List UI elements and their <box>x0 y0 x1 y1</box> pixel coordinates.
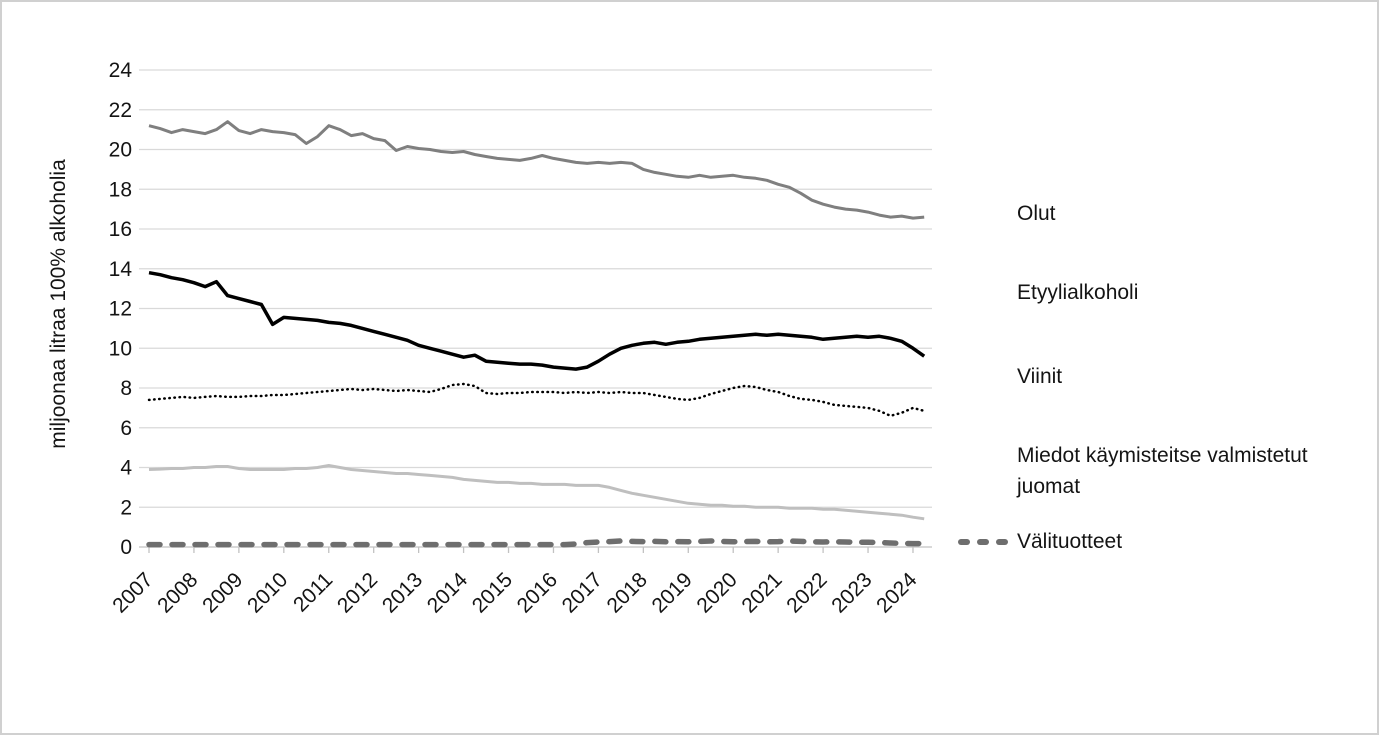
x-tick-label: 2007 <box>108 568 157 617</box>
y-tick-label: 18 <box>109 178 132 201</box>
y-tick-label: 12 <box>109 298 132 321</box>
x-tick-label: 2009 <box>198 568 247 617</box>
y-tick-label: 0 <box>120 536 132 559</box>
legend-item-etyylialkoholi: Etyylialkoholi <box>958 277 1138 308</box>
x-tick-label: 2019 <box>648 568 697 617</box>
legend-item-olut: Olut <box>958 198 1056 229</box>
x-tick-label: 2011 <box>289 568 337 616</box>
legend-label-olut: Olut <box>1017 202 1056 225</box>
x-tick-label: 2023 <box>827 568 876 617</box>
x-tick-label: 2024 <box>872 568 922 618</box>
y-tick-label: 16 <box>109 218 132 241</box>
x-tick-label: 2014 <box>423 568 473 618</box>
x-tick-label: 2021 <box>737 568 786 617</box>
x-tick-label: 2012 <box>333 568 382 617</box>
y-tick-label: 20 <box>109 139 132 162</box>
legend-line-swatch-valituotteet-icon <box>958 538 1008 545</box>
legend-label-miedot: Miedot käymisteitse valmistetut juomat <box>1017 444 1308 498</box>
legend-label-valituotteet: Välituotteet <box>1017 530 1123 553</box>
legend-item-valituotteet: Välituotteet <box>958 526 1122 557</box>
series-line-valituotteet <box>146 538 927 548</box>
series-line-olut <box>148 120 925 220</box>
series-line-etyylialkoholi <box>148 270 926 371</box>
x-tick-label: 2017 <box>558 568 607 617</box>
y-tick-label: 14 <box>109 258 133 281</box>
legend-item-viinit: Viinit <box>958 361 1062 392</box>
legend-item-miedot: Miedot käymisteitse valmistetut juomat <box>958 440 1369 502</box>
x-tick-label: 2018 <box>603 568 652 617</box>
y-tick-label: 8 <box>120 377 132 400</box>
x-tick-label: 2008 <box>153 568 202 617</box>
y-tick-label: 6 <box>120 417 132 440</box>
y-axis-title: miljoonaa litraa 100% alkoholia <box>47 159 70 449</box>
x-tick-label: 2015 <box>468 568 517 617</box>
y-tick-label: 10 <box>109 337 132 360</box>
legend-label-viinit: Viinit <box>1017 365 1063 388</box>
y-tick-label: 24 <box>109 59 133 82</box>
y-tick-label: 22 <box>109 99 132 122</box>
x-tick-label: 2022 <box>782 568 831 617</box>
series-line-viinit <box>147 382 926 418</box>
y-tick-label: 2 <box>120 496 132 519</box>
series-line-miedot-kaymisteitse-valmistetut-juomat <box>148 464 925 521</box>
x-tick-label: 2020 <box>692 568 741 617</box>
x-tick-label: 2010 <box>243 568 292 617</box>
x-tick-label: 2013 <box>378 568 427 617</box>
y-tick-label: 4 <box>120 457 132 480</box>
legend-label-etyylialkoholi: Etyylialkoholi <box>1017 281 1139 304</box>
x-tick-label: 2016 <box>513 568 562 617</box>
